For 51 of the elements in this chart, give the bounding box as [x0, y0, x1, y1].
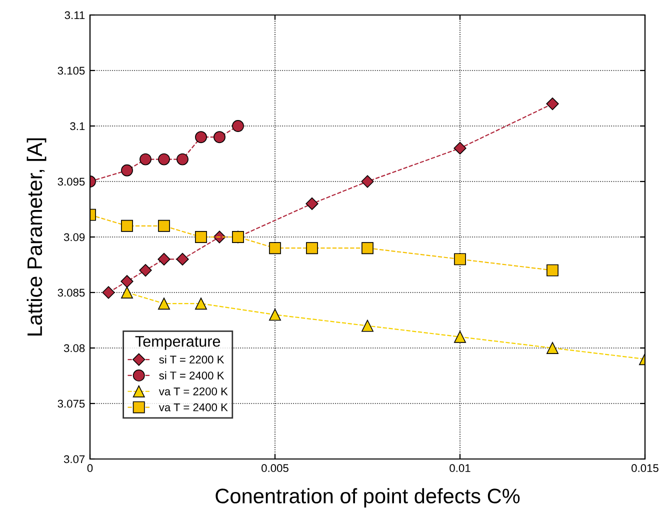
point — [158, 298, 170, 310]
point — [176, 252, 189, 266]
point — [362, 320, 374, 332]
point — [176, 153, 188, 166]
y-tick-label: 3.07 — [64, 455, 85, 464]
x-tick-label: 0 — [87, 464, 93, 472]
point — [454, 142, 466, 155]
y-tick-label: 3.075 — [58, 400, 85, 408]
x-tick-label: 0.005 — [262, 464, 288, 472]
point — [158, 220, 170, 232]
point — [214, 131, 226, 144]
point — [195, 298, 207, 310]
point — [140, 153, 152, 166]
point — [120, 275, 134, 288]
y-tick-label: 3.11 — [64, 11, 85, 20]
point — [121, 164, 133, 176]
x-tick-label: 0.015 — [632, 464, 658, 472]
point — [362, 242, 374, 254]
point — [232, 120, 244, 132]
point — [195, 231, 207, 243]
point — [102, 286, 115, 299]
legend-title: Temperature — [135, 336, 220, 350]
point — [454, 253, 466, 266]
point — [454, 330, 466, 343]
x-tick-label: 0.01 — [450, 464, 470, 472]
y-axis-title: Lattice Parameter, [A] — [26, 138, 46, 336]
point — [306, 242, 318, 254]
y-tick-label: 3.09 — [64, 233, 85, 242]
legend-label: va T = 2400 K — [158, 403, 228, 412]
point — [121, 286, 133, 298]
legend-label: si T = 2200 K — [159, 355, 224, 364]
y-tick-label: 3.1 — [70, 122, 85, 130]
point — [269, 242, 281, 254]
y-tick-label: 3.08 — [64, 344, 85, 352]
point — [121, 220, 133, 232]
y-tick-label: 3.095 — [58, 178, 85, 186]
point — [361, 175, 374, 188]
legend-label: si T = 2400 K — [159, 371, 224, 380]
point — [546, 97, 559, 110]
y-tick-label: 3.085 — [58, 288, 85, 297]
point — [546, 342, 558, 354]
point — [269, 308, 281, 321]
x-axis-title: Conentration of point defects C% — [216, 488, 520, 508]
point — [195, 131, 207, 144]
point — [158, 153, 170, 166]
point — [306, 197, 318, 210]
point — [139, 264, 152, 277]
point — [158, 252, 170, 266]
y-tick-label: 3.105 — [58, 66, 85, 75]
legend-label: va T = 2200 K — [158, 388, 228, 396]
point — [546, 264, 558, 276]
